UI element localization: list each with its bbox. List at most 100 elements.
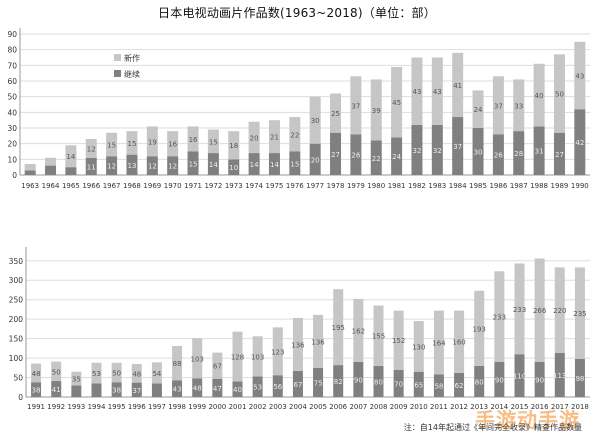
bar-continued	[554, 353, 565, 397]
bar-continued	[268, 153, 280, 175]
y-tick-label: 20	[7, 140, 17, 149]
x-tick-label: 2000	[208, 403, 226, 411]
data-label-continued: 80	[475, 378, 484, 386]
data-label-new: 16	[189, 136, 198, 144]
bar-new	[212, 352, 223, 379]
bar-new	[268, 120, 280, 154]
bar-new	[391, 66, 403, 138]
data-label-continued: 58	[434, 383, 443, 391]
data-label-continued: 12	[168, 163, 177, 171]
data-label-continued: 41	[52, 386, 61, 394]
bar-new	[474, 290, 485, 366]
chart-title: 日本电视动画片作品数(1963~2018)（单位：部）	[158, 6, 436, 20]
bar-new	[370, 79, 382, 141]
data-label-continued: 38	[112, 387, 121, 395]
data-label-new: 54	[152, 370, 161, 378]
y-tick-label: 40	[7, 108, 17, 117]
x-tick-label: 1966	[82, 182, 100, 190]
data-label-continued: 27	[555, 151, 564, 159]
legend-swatch-continued	[114, 70, 121, 77]
data-label-new: 152	[392, 337, 405, 345]
bar-continued	[146, 156, 158, 175]
bar-continued	[513, 131, 525, 175]
bar-continued	[172, 380, 183, 397]
y-tick-label: 50	[7, 93, 17, 102]
y-tick-label: 0	[12, 171, 17, 180]
bar-new	[454, 310, 465, 373]
data-label-new: 103	[251, 353, 264, 361]
data-label-continued: 27	[331, 151, 340, 159]
data-label-new: 136	[311, 338, 325, 346]
bar-continued	[65, 167, 77, 175]
data-label-new: 21	[270, 134, 279, 142]
bar-continued	[212, 378, 223, 397]
data-label-continued: 28	[514, 150, 523, 158]
data-label-continued: 98	[575, 375, 584, 383]
bar-new	[353, 298, 364, 362]
data-label-continued: 90	[535, 376, 544, 384]
y-tick-label: 300	[9, 276, 24, 285]
x-tick-label: 2007	[349, 403, 367, 411]
data-label-continued: 62	[455, 382, 464, 390]
data-label-new: 130	[412, 343, 425, 351]
data-label-new: 20	[250, 134, 259, 142]
x-tick-label: 1964	[42, 182, 60, 190]
data-label-new: 22	[290, 131, 299, 139]
bar-continued	[24, 170, 36, 175]
bar-new	[554, 267, 565, 354]
x-tick-label: 1968	[123, 182, 141, 190]
data-label-new: 25	[331, 110, 340, 118]
data-label-continued: 37	[453, 143, 462, 151]
data-label-new: 15	[128, 140, 137, 148]
data-label-new: 14	[66, 153, 75, 161]
x-tick-label: 2012	[450, 403, 468, 411]
data-label-new: 160	[452, 339, 465, 347]
data-label-new: 233	[513, 306, 526, 314]
data-label-continued: 14	[270, 161, 279, 169]
data-label-continued: 11	[87, 163, 96, 171]
bar-new	[111, 362, 122, 383]
x-tick-label: 2014	[490, 403, 508, 411]
x-tick-label: 1991	[27, 403, 45, 411]
data-label-new: 19	[148, 138, 157, 146]
data-label-continued: 82	[334, 378, 343, 386]
data-label-continued: 80	[374, 378, 383, 386]
bar-continued	[232, 381, 243, 397]
x-tick-label: 2001	[229, 403, 247, 411]
y-tick-label: 150	[9, 335, 24, 344]
x-tick-label: 1983	[428, 182, 446, 190]
bar-continued	[514, 354, 525, 397]
bar-new	[85, 138, 97, 158]
bar-continued	[393, 369, 404, 397]
x-tick-label: 2002	[249, 403, 267, 411]
data-label-new: 43	[433, 88, 442, 96]
data-label-continued: 32	[413, 147, 422, 155]
bar-continued	[574, 109, 586, 175]
bar-continued	[553, 132, 565, 175]
legend-label-continued: 继续	[124, 69, 140, 79]
x-tick-label: 1999	[188, 403, 206, 411]
bar-continued	[431, 124, 443, 175]
x-tick-label: 1993	[67, 403, 85, 411]
bar-new	[494, 271, 505, 362]
data-label-new: 15	[107, 141, 116, 149]
bar-new	[313, 314, 324, 368]
x-tick-label: 1988	[530, 182, 548, 190]
chart-footnote: 注：自14年起通过《年间完全收录》精查作品数量	[403, 423, 582, 432]
data-label-continued: 42	[575, 139, 584, 147]
bar-new	[350, 76, 362, 135]
data-label-continued: 110	[513, 373, 526, 381]
data-label-continued: 40	[233, 386, 242, 394]
data-label-continued: 15	[290, 160, 299, 168]
x-tick-label: 1984	[449, 182, 467, 190]
data-label-continued: 20	[311, 156, 320, 164]
data-label-continued: 48	[193, 385, 202, 393]
bar-continued	[313, 367, 324, 397]
bar-continued	[292, 370, 303, 397]
x-tick-label: 2015	[511, 403, 529, 411]
data-label-new: 40	[535, 92, 544, 100]
bar-continued	[228, 159, 240, 175]
x-tick-label: 1995	[108, 403, 126, 411]
bar-continued	[106, 156, 118, 175]
bar-new	[167, 131, 179, 157]
